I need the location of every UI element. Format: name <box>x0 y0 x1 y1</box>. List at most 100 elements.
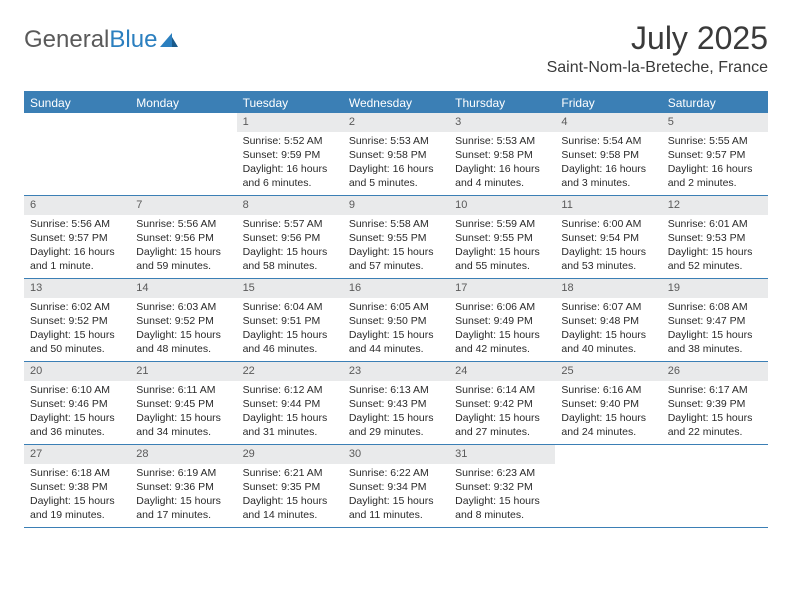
sunset-text: Sunset: 9:32 PM <box>455 480 549 494</box>
daylight-text: Daylight: 15 hours and 44 minutes. <box>349 328 443 356</box>
day-number: 16 <box>343 279 449 298</box>
day-number: 6 <box>24 196 130 215</box>
logo: GeneralBlue <box>24 26 179 54</box>
week-row: 13Sunrise: 6:02 AMSunset: 9:52 PMDayligh… <box>24 279 768 362</box>
daylight-text: Daylight: 15 hours and 38 minutes. <box>668 328 762 356</box>
day-cell: 23Sunrise: 6:13 AMSunset: 9:43 PMDayligh… <box>343 362 449 444</box>
day-number: 25 <box>555 362 661 381</box>
day-number: 7 <box>130 196 236 215</box>
day-content: Sunrise: 6:06 AMSunset: 9:49 PMDaylight:… <box>449 298 555 361</box>
day-cell: 20Sunrise: 6:10 AMSunset: 9:46 PMDayligh… <box>24 362 130 444</box>
day-cell: 17Sunrise: 6:06 AMSunset: 9:49 PMDayligh… <box>449 279 555 361</box>
sunset-text: Sunset: 9:52 PM <box>30 314 124 328</box>
day-cell <box>662 445 768 527</box>
sunrise-text: Sunrise: 6:18 AM <box>30 466 124 480</box>
daylight-text: Daylight: 15 hours and 24 minutes. <box>561 411 655 439</box>
day-content: Sunrise: 5:57 AMSunset: 9:56 PMDaylight:… <box>237 215 343 278</box>
sunset-text: Sunset: 9:38 PM <box>30 480 124 494</box>
day-content: Sunrise: 6:00 AMSunset: 9:54 PMDaylight:… <box>555 215 661 278</box>
daylight-text: Daylight: 15 hours and 48 minutes. <box>136 328 230 356</box>
title-block: July 2025 Saint-Nom-la-Breteche, France <box>547 20 768 77</box>
day-header: Friday <box>555 93 661 113</box>
daylight-text: Daylight: 15 hours and 8 minutes. <box>455 494 549 522</box>
daylight-text: Daylight: 15 hours and 50 minutes. <box>30 328 124 356</box>
day-cell: 19Sunrise: 6:08 AMSunset: 9:47 PMDayligh… <box>662 279 768 361</box>
sunset-text: Sunset: 9:44 PM <box>243 397 337 411</box>
day-cell: 12Sunrise: 6:01 AMSunset: 9:53 PMDayligh… <box>662 196 768 278</box>
day-number: 5 <box>662 113 768 132</box>
day-number <box>555 445 661 449</box>
sunset-text: Sunset: 9:56 PM <box>136 231 230 245</box>
day-number <box>24 113 130 117</box>
sunset-text: Sunset: 9:58 PM <box>561 148 655 162</box>
sunrise-text: Sunrise: 6:23 AM <box>455 466 549 480</box>
day-content: Sunrise: 6:07 AMSunset: 9:48 PMDaylight:… <box>555 298 661 361</box>
day-header: Wednesday <box>343 93 449 113</box>
day-cell: 11Sunrise: 6:00 AMSunset: 9:54 PMDayligh… <box>555 196 661 278</box>
day-content: Sunrise: 6:22 AMSunset: 9:34 PMDaylight:… <box>343 464 449 527</box>
day-number: 8 <box>237 196 343 215</box>
daylight-text: Daylight: 16 hours and 5 minutes. <box>349 162 443 190</box>
day-content: Sunrise: 5:52 AMSunset: 9:59 PMDaylight:… <box>237 132 343 195</box>
sunset-text: Sunset: 9:45 PM <box>136 397 230 411</box>
day-content: Sunrise: 5:56 AMSunset: 9:57 PMDaylight:… <box>24 215 130 278</box>
sunrise-text: Sunrise: 6:07 AM <box>561 300 655 314</box>
day-content: Sunrise: 6:18 AMSunset: 9:38 PMDaylight:… <box>24 464 130 527</box>
day-number: 9 <box>343 196 449 215</box>
day-number: 20 <box>24 362 130 381</box>
day-cell <box>555 445 661 527</box>
sunset-text: Sunset: 9:56 PM <box>243 231 337 245</box>
sunrise-text: Sunrise: 5:54 AM <box>561 134 655 148</box>
sunset-text: Sunset: 9:55 PM <box>455 231 549 245</box>
sunset-text: Sunset: 9:46 PM <box>30 397 124 411</box>
day-number: 21 <box>130 362 236 381</box>
sunset-text: Sunset: 9:36 PM <box>136 480 230 494</box>
sunrise-text: Sunrise: 6:16 AM <box>561 383 655 397</box>
day-content: Sunrise: 6:12 AMSunset: 9:44 PMDaylight:… <box>237 381 343 444</box>
sunset-text: Sunset: 9:49 PM <box>455 314 549 328</box>
day-cell: 4Sunrise: 5:54 AMSunset: 9:58 PMDaylight… <box>555 113 661 195</box>
week-row: 27Sunrise: 6:18 AMSunset: 9:38 PMDayligh… <box>24 445 768 528</box>
daylight-text: Daylight: 15 hours and 27 minutes. <box>455 411 549 439</box>
sunset-text: Sunset: 9:55 PM <box>349 231 443 245</box>
day-content: Sunrise: 6:02 AMSunset: 9:52 PMDaylight:… <box>24 298 130 361</box>
day-content: Sunrise: 5:56 AMSunset: 9:56 PMDaylight:… <box>130 215 236 278</box>
day-content: Sunrise: 6:10 AMSunset: 9:46 PMDaylight:… <box>24 381 130 444</box>
day-number <box>662 445 768 449</box>
sunrise-text: Sunrise: 6:11 AM <box>136 383 230 397</box>
day-number: 22 <box>237 362 343 381</box>
sunrise-text: Sunrise: 5:56 AM <box>136 217 230 231</box>
sunset-text: Sunset: 9:43 PM <box>349 397 443 411</box>
day-content: Sunrise: 6:14 AMSunset: 9:42 PMDaylight:… <box>449 381 555 444</box>
day-cell <box>130 113 236 195</box>
day-content: Sunrise: 5:58 AMSunset: 9:55 PMDaylight:… <box>343 215 449 278</box>
day-number: 10 <box>449 196 555 215</box>
sunrise-text: Sunrise: 6:08 AM <box>668 300 762 314</box>
day-cell: 7Sunrise: 5:56 AMSunset: 9:56 PMDaylight… <box>130 196 236 278</box>
day-cell: 5Sunrise: 5:55 AMSunset: 9:57 PMDaylight… <box>662 113 768 195</box>
daylight-text: Daylight: 15 hours and 58 minutes. <box>243 245 337 273</box>
day-cell: 26Sunrise: 6:17 AMSunset: 9:39 PMDayligh… <box>662 362 768 444</box>
day-number: 28 <box>130 445 236 464</box>
day-cell: 14Sunrise: 6:03 AMSunset: 9:52 PMDayligh… <box>130 279 236 361</box>
sunset-text: Sunset: 9:50 PM <box>349 314 443 328</box>
day-cell <box>24 113 130 195</box>
day-number: 1 <box>237 113 343 132</box>
day-number: 11 <box>555 196 661 215</box>
sunset-text: Sunset: 9:52 PM <box>136 314 230 328</box>
sunrise-text: Sunrise: 6:13 AM <box>349 383 443 397</box>
sunrise-text: Sunrise: 6:14 AM <box>455 383 549 397</box>
daylight-text: Daylight: 15 hours and 46 minutes. <box>243 328 337 356</box>
sunrise-text: Sunrise: 6:19 AM <box>136 466 230 480</box>
sunrise-text: Sunrise: 6:00 AM <box>561 217 655 231</box>
day-content: Sunrise: 6:05 AMSunset: 9:50 PMDaylight:… <box>343 298 449 361</box>
sunrise-text: Sunrise: 6:03 AM <box>136 300 230 314</box>
sunrise-text: Sunrise: 6:04 AM <box>243 300 337 314</box>
sunset-text: Sunset: 9:40 PM <box>561 397 655 411</box>
day-cell: 24Sunrise: 6:14 AMSunset: 9:42 PMDayligh… <box>449 362 555 444</box>
sunrise-text: Sunrise: 5:56 AM <box>30 217 124 231</box>
day-cell: 22Sunrise: 6:12 AMSunset: 9:44 PMDayligh… <box>237 362 343 444</box>
sunrise-text: Sunrise: 6:21 AM <box>243 466 337 480</box>
sunset-text: Sunset: 9:53 PM <box>668 231 762 245</box>
day-content: Sunrise: 6:08 AMSunset: 9:47 PMDaylight:… <box>662 298 768 361</box>
